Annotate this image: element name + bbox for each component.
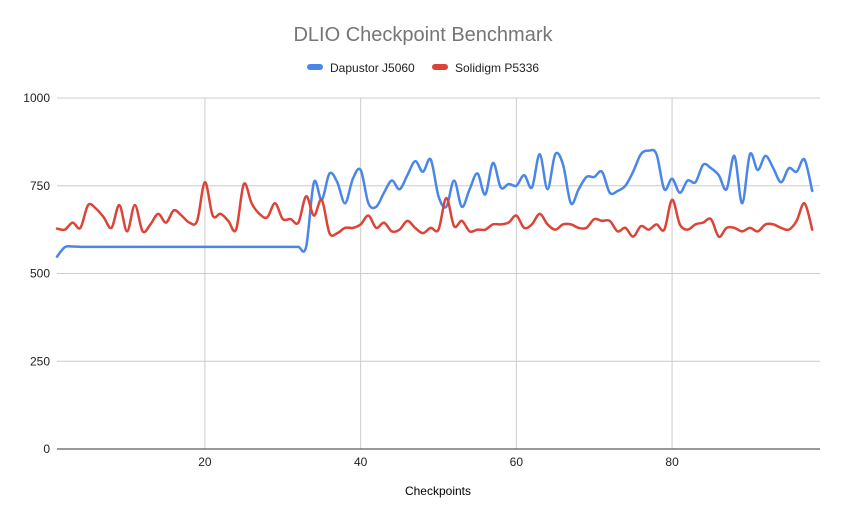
legend-swatch-dapustor	[307, 64, 323, 70]
legend-label-dapustor: Dapustor J5060	[330, 61, 415, 75]
legend-label-solidigm: Solidigm P5336	[455, 61, 539, 75]
x-axis-label: Checkpoints	[405, 484, 471, 498]
legend-item-dapustor[interactable]: Dapustor J5060	[307, 61, 415, 75]
series-line-solidigm	[55, 180, 814, 239]
x-tick-label: 40	[354, 455, 368, 469]
x-tick-label: 80	[665, 455, 679, 469]
x-tick-label: 60	[510, 455, 524, 469]
legend-swatch-solidigm	[432, 64, 448, 70]
legend-item-solidigm[interactable]: Solidigm P5336	[432, 61, 539, 75]
x-tick-label: 20	[198, 455, 212, 469]
y-axis-ticks: 0 250 500 750 1000	[23, 91, 50, 456]
y-tick-label: 0	[43, 442, 50, 456]
chart-title: DLIO Checkpoint Benchmark	[293, 24, 553, 46]
series-line-dapustor	[55, 148, 814, 258]
y-tick-label: 1000	[23, 91, 50, 105]
gridlines	[57, 97, 820, 449]
y-tick-label: 750	[30, 179, 50, 193]
x-axis-ticks: 20 40 60 80	[198, 455, 679, 469]
y-tick-label: 250	[30, 354, 50, 368]
legend: Dapustor J5060 Solidigm P5336	[307, 61, 539, 75]
y-tick-label: 500	[30, 267, 50, 281]
series-lines	[55, 148, 814, 258]
